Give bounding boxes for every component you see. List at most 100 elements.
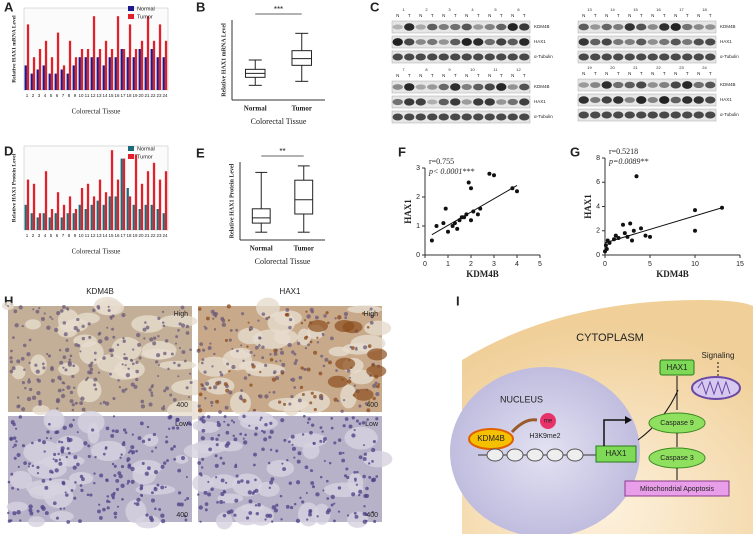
legend-label: Normal <box>137 146 155 152</box>
nucleus-dot <box>152 432 156 437</box>
nucleus-dot <box>181 350 186 354</box>
nucleus-dot <box>215 443 219 447</box>
nucleus-dot <box>110 348 115 353</box>
stat-r: r=0.5218 <box>609 147 638 156</box>
nucleus-dot <box>137 436 142 441</box>
nucleus-dot <box>210 309 215 314</box>
nucleus-dot <box>225 481 228 484</box>
nucleus-dot <box>207 345 212 350</box>
nucleus-dot <box>330 417 334 420</box>
blot-band <box>507 84 518 90</box>
bar <box>62 65 66 90</box>
lane-type: T <box>431 73 434 78</box>
legend-swatch <box>128 14 134 19</box>
nucleus-dot <box>104 447 108 450</box>
nucleus-dot <box>345 467 349 471</box>
nucleus-dot <box>127 464 132 469</box>
x-tick-label: 3 <box>38 233 41 238</box>
nucleus-dot <box>288 481 292 485</box>
gland <box>32 404 50 416</box>
nucleus-dot <box>157 316 161 320</box>
nucleus-dot <box>223 501 226 504</box>
nucleus-dot <box>321 430 324 433</box>
blot-label: HAX1 <box>720 97 732 102</box>
nucleus-dot <box>26 396 32 402</box>
nucleus-dot <box>65 306 69 310</box>
nucleus-dot <box>81 477 85 482</box>
nucleus-dot <box>340 409 344 413</box>
x-tick-label: Tumor <box>292 105 312 113</box>
nucleus-dot <box>111 327 114 331</box>
nucleus-dot <box>319 439 323 443</box>
nucleus-dot <box>28 508 33 513</box>
nucleus-dot <box>358 489 363 494</box>
nucleus-dot <box>178 347 181 350</box>
nucleus-dot <box>46 325 51 330</box>
nucleus-dot <box>106 499 110 503</box>
bar <box>78 57 81 90</box>
point <box>469 218 473 223</box>
nucleus-dot <box>27 379 31 384</box>
bar <box>152 40 156 90</box>
nucleus-dot <box>120 464 125 469</box>
y-tick-label: 0 <box>416 252 420 259</box>
blot-band <box>624 39 635 45</box>
nucleus-dot <box>118 474 123 479</box>
y-tick-label: 0 <box>596 252 600 259</box>
nucleus-dot <box>184 518 188 522</box>
blot-band <box>624 111 635 119</box>
x-tick-label: 4 <box>44 93 47 98</box>
nucleus-dot <box>98 339 103 344</box>
nucleus-dot <box>262 430 266 434</box>
nucleus-dot <box>152 341 157 346</box>
nucleus-dot <box>293 361 297 366</box>
nucleus-dot <box>198 505 203 510</box>
lane-type: N <box>674 13 677 18</box>
nucleus-dot <box>112 335 116 339</box>
nucleus-dot <box>66 520 71 524</box>
nucleus-dot <box>239 394 243 398</box>
nucleus-dot <box>127 367 130 370</box>
nucleus-dot <box>93 351 97 355</box>
blot-band <box>438 23 449 31</box>
nucleus-dot <box>161 518 166 524</box>
lane-number: 7 <box>402 67 405 72</box>
blot-band <box>496 38 507 46</box>
bar <box>96 57 99 90</box>
nucleus-dot <box>268 391 271 394</box>
blot-band <box>670 96 681 104</box>
nucleus-dot <box>283 438 287 442</box>
bar <box>116 16 120 91</box>
blot-band <box>590 38 601 46</box>
nucleus-dot <box>28 504 33 509</box>
nucleus-dot <box>59 360 64 365</box>
bar <box>114 196 117 230</box>
bar <box>146 16 150 91</box>
nucleus-dot <box>344 417 349 421</box>
legend-label: Tumor <box>137 14 153 20</box>
nucleus-dot <box>118 385 122 389</box>
nucleus-dot <box>225 430 230 435</box>
nucleus-dot <box>242 398 247 403</box>
nucleus-dot <box>231 347 234 350</box>
nucleus-dot <box>203 370 207 374</box>
nucleus-dot <box>185 331 190 335</box>
x-tick-label: 7 <box>62 93 65 98</box>
nucleus-dot <box>62 355 67 360</box>
blot-band <box>601 111 612 119</box>
magnification-label: 400 <box>176 512 188 519</box>
bar <box>98 179 102 230</box>
nucleus-dot <box>80 488 84 493</box>
blot-band <box>496 53 507 61</box>
nucleus-dot <box>12 422 16 427</box>
nucleus-dot <box>291 446 297 451</box>
lane-number: 14 <box>610 7 615 12</box>
lane-type: N <box>442 13 445 18</box>
nucleus-dot <box>300 366 304 370</box>
blot-band <box>496 83 507 91</box>
blot-label: KDM4B <box>534 24 550 29</box>
blot-label: α-Tubulin <box>534 54 553 59</box>
nucleus-dot <box>337 315 342 320</box>
lane-number: 18 <box>702 7 707 12</box>
bar <box>164 40 168 90</box>
